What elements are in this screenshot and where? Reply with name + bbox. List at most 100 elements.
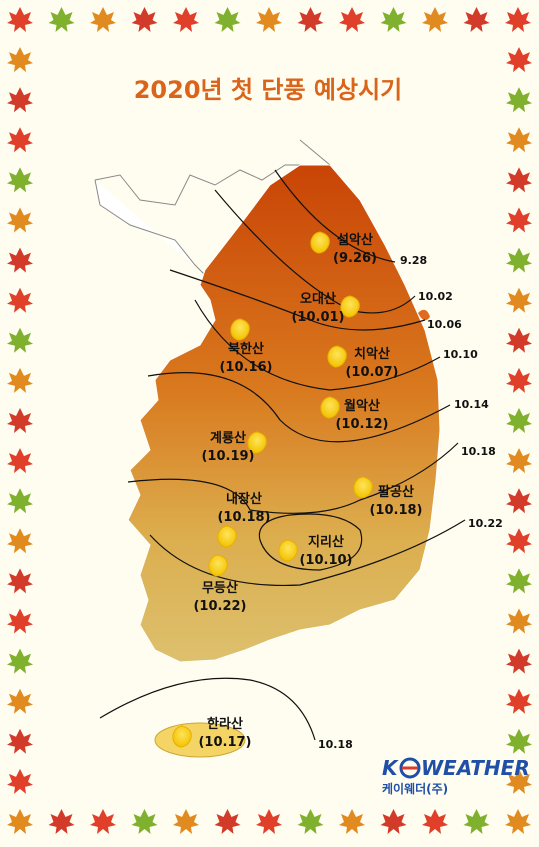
maple-leaf-shape (256, 809, 282, 834)
maple-leaf (506, 287, 532, 313)
maple-leaf-shape (7, 648, 33, 674)
maple-leaf-shape (506, 568, 532, 594)
maple-leaf-shape (173, 7, 199, 32)
maple-leaf (214, 7, 241, 32)
isoline (147, 372, 451, 443)
isoline-label: 10.18 (318, 738, 353, 751)
isolines (99, 169, 466, 741)
maple-leaf-shape (7, 127, 33, 153)
maple-leaf-shape (506, 87, 532, 113)
maple-leaf-shape (506, 528, 532, 554)
maple-leaf-shape (506, 728, 532, 754)
maple-leaf-shape (7, 167, 33, 193)
mountain-marker (217, 525, 237, 548)
maple-leaf (7, 568, 33, 594)
logo-k: K (382, 756, 399, 780)
maple-leaf-shape (422, 7, 448, 32)
mountain-marker (340, 295, 360, 318)
mountain-name: 설악산 (337, 232, 373, 248)
maple-leaf (7, 287, 33, 313)
maple-leaf (7, 7, 33, 32)
maple-leaf (506, 648, 532, 674)
maple-leaf (7, 408, 33, 433)
maple-leaf (7, 87, 33, 113)
maple-leaf-shape (506, 327, 532, 353)
maple-leaf-shape (7, 608, 33, 634)
mountain-name: 치악산 (354, 346, 390, 362)
maple-leaf (506, 167, 532, 193)
maple-leaf (506, 327, 532, 353)
isoline-label: 10.10 (443, 348, 478, 361)
maple-leaf-shape (463, 7, 490, 32)
maple-leaf (7, 528, 33, 554)
maple-leaf (7, 367, 33, 393)
maple-leaf (506, 528, 532, 554)
maple-leaf (505, 7, 531, 32)
maple-leaf (7, 247, 33, 273)
logo-weather: WEATHER (421, 756, 530, 780)
maple-leaf-shape (7, 87, 33, 113)
maple-leaf (7, 47, 33, 73)
mountain-name: 한라산 (207, 716, 243, 732)
maple-leaf (339, 7, 365, 32)
maple-leaf-shape (463, 809, 490, 834)
mountain-date: (10.19) (201, 449, 254, 464)
maple-leaf-shape (7, 287, 33, 313)
maple-leaf-shape (506, 247, 532, 273)
ulleungdo (418, 309, 430, 321)
mountain-marker (230, 318, 250, 341)
mountain-marker (278, 539, 298, 562)
maple-leaf (7, 327, 33, 353)
maple-leaf-shape (7, 448, 33, 474)
maple-leaf-shape (506, 448, 532, 474)
maple-leaf (7, 728, 33, 754)
maple-leaf-shape (173, 809, 199, 834)
maple-leaf-shape (7, 247, 33, 273)
maple-leaf (7, 648, 33, 674)
maple-leaf-shape (506, 488, 532, 514)
maple-leaf (173, 7, 199, 32)
maple-leaf (506, 568, 532, 594)
maple-leaf (173, 809, 199, 834)
maple-leaf (90, 7, 116, 32)
mountain-date: (10.10) (299, 553, 352, 568)
isoline (258, 513, 363, 571)
maple-leaf-shape (7, 47, 33, 73)
mountain-marker (208, 554, 228, 577)
maple-leaf (297, 7, 324, 32)
mountain-date: (10.18) (369, 503, 422, 518)
maple-leaf-shape (422, 809, 448, 834)
maple-leaf (7, 127, 33, 153)
maple-leaf-shape (131, 809, 158, 834)
maple-leaf-shape (90, 7, 116, 32)
mountain-name: 북한산 (228, 341, 264, 357)
maple-leaf-shape (7, 688, 33, 714)
maple-leaf (506, 488, 532, 514)
isoline-labels: 9.28 10.02 10.06 10.10 10.14 10.18 10.22 10.18 (318, 254, 503, 751)
mountain-name: 무등산 (202, 580, 238, 596)
maple-leaf (380, 809, 407, 834)
maple-leaf (7, 809, 33, 834)
maple-leaf-shape (339, 809, 365, 834)
mountain-name: 계룡산 (210, 430, 246, 446)
mountain-date: (10.17) (198, 735, 251, 750)
isoline-label: 9.28 (400, 254, 427, 267)
mountain-name: 오대산 (300, 291, 336, 307)
maple-leaf-shape (506, 608, 532, 634)
maple-leaf-shape (7, 488, 33, 514)
maple-leaf-shape (506, 768, 532, 794)
maple-leaf-shape (506, 287, 532, 313)
isoline-label: 10.06 (427, 318, 462, 331)
maple-leaf (48, 7, 75, 32)
maple-leaf (297, 809, 324, 834)
maple-leaf-shape (7, 408, 33, 433)
maple-leaf (214, 809, 241, 834)
mountain-marker (353, 476, 373, 499)
maple-leaf-shape (505, 7, 531, 32)
maple-leaf-shape (90, 809, 116, 834)
mountain-marker (172, 725, 192, 748)
maple-leaf (505, 809, 531, 834)
logo-company: 케이웨더(주) (382, 781, 448, 796)
